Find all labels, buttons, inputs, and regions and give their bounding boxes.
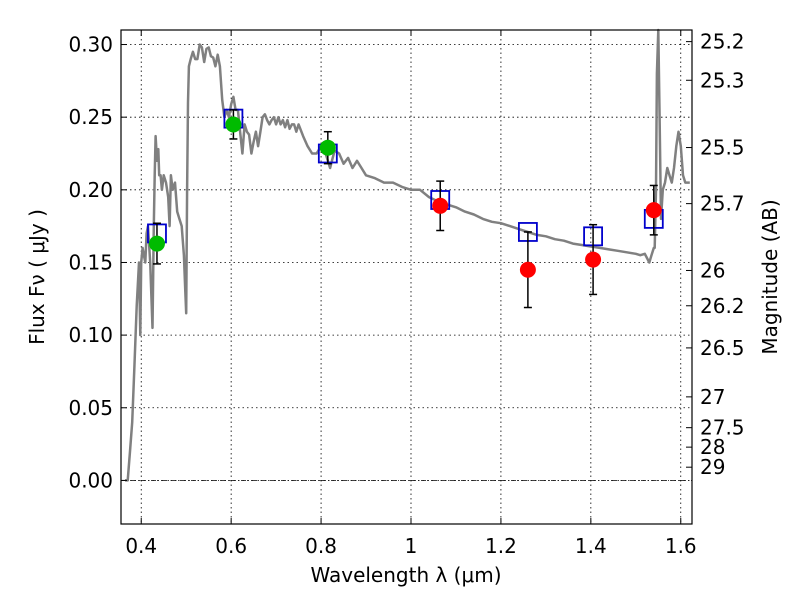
y2-tick-label: 25.7 (700, 192, 745, 216)
x-tick-label: 0.8 (305, 534, 337, 558)
observed-flux-point (432, 197, 449, 214)
y2-tick-label: 28 (700, 435, 725, 459)
observed-flux-point (225, 116, 242, 133)
y2-tick-label: 26 (700, 258, 725, 282)
y-tick-label: 0.10 (68, 323, 113, 347)
x-tick-label: 1.2 (485, 534, 517, 558)
markers (147, 108, 664, 309)
x-tick-label: 0.6 (215, 534, 247, 558)
sed-model-line (125, 28, 690, 482)
y-tick-label: 0.30 (68, 33, 113, 57)
y2-tick-label: 27.5 (700, 416, 745, 440)
observed-flux-point (645, 202, 662, 219)
x-tick-label: 1.4 (575, 534, 607, 558)
y-tick-label: 0.20 (68, 178, 113, 202)
x-tick-label: 1.6 (665, 534, 697, 558)
y2-tick-label: 25.3 (700, 68, 745, 92)
y2-axis-title: Magnitude (AB) (758, 199, 782, 354)
grid (121, 30, 692, 524)
y-tick-label: 0.15 (68, 250, 113, 274)
observed-flux-point (319, 139, 336, 156)
y2-tick-label: 29 (700, 455, 725, 479)
y-tick-label: 0.00 (68, 468, 113, 492)
y2-tick-label: 26.5 (700, 336, 745, 360)
y-tick-label: 0.05 (68, 396, 113, 420)
y2-tick-label: 27 (700, 385, 725, 409)
y-axis-title: Flux Fν ( μJy ) (25, 209, 49, 345)
sed-group (125, 28, 690, 482)
plot-frame (120, 29, 693, 525)
y2-tick-label: 26.2 (700, 294, 745, 318)
y-axis-left: 0.00 0.05 0.10 0.15 0.20 0.25 0.30 (68, 33, 127, 492)
x-axis: 0.4 0.6 0.8 1 1.2 1.4 1.6 (125, 30, 697, 558)
y2-tick-label: 25.5 (700, 136, 745, 160)
x-tick-label: 0.4 (125, 534, 157, 558)
observed-flux-point (519, 261, 536, 278)
x-axis-title: Wavelength λ (μm) (310, 563, 501, 587)
observed-flux-point (148, 235, 165, 252)
x-tick-label: 1 (405, 534, 418, 558)
y2-tick-label: 25.2 (700, 30, 745, 54)
y-tick-label: 0.25 (68, 105, 113, 129)
observed-flux-point (585, 251, 602, 268)
